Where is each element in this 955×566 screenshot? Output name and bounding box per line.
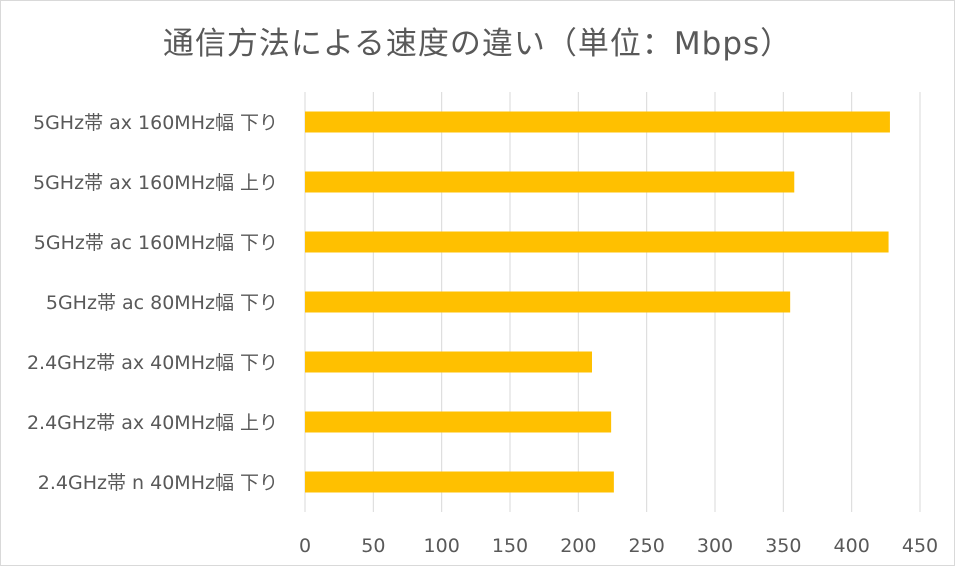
x-tick-label: 200 — [560, 535, 596, 557]
x-tick-label: 250 — [629, 535, 665, 557]
x-tick-label: 50 — [361, 535, 385, 557]
category-label: 5GHz帯 ac 160MHz幅 下り — [34, 232, 278, 254]
x-tick-labels: 0 50 100 150 200 250 300 350 400 450 — [299, 535, 938, 557]
bar — [305, 291, 791, 313]
bar — [305, 171, 795, 193]
category-label: 5GHz帯 ac 80MHz幅 下り — [46, 292, 278, 314]
category-label: 2.4GHz帯 ax 40MHz幅 上り — [27, 412, 278, 434]
category-label: 5GHz帯 ax 160MHz幅 下り — [33, 112, 278, 134]
bar — [305, 471, 614, 493]
x-tick-label: 0 — [299, 535, 311, 557]
category-label: 2.4GHz帯 n 40MHz幅 下り — [38, 472, 278, 494]
bar — [305, 231, 889, 253]
chart-title: 通信方法による速度の違い（単位：Mbps） — [162, 26, 793, 62]
bar — [305, 351, 592, 373]
category-label: 5GHz帯 ax 160MHz幅 上り — [33, 172, 278, 194]
x-tick-label: 100 — [424, 535, 460, 557]
category-label: 2.4GHz帯 ax 40MHz幅 下り — [27, 352, 278, 374]
x-tick-label: 400 — [834, 535, 870, 557]
x-tick-label: 300 — [697, 535, 733, 557]
x-tick-label: 450 — [902, 535, 938, 557]
x-tick-label: 350 — [765, 535, 801, 557]
bar — [305, 111, 890, 133]
category-labels: 5GHz帯 ax 160MHz幅 下り 5GHz帯 ax 160MHz幅 上り 5G… — [27, 112, 278, 494]
x-tick-label: 150 — [492, 535, 528, 557]
bars — [305, 111, 890, 493]
bar — [305, 411, 612, 433]
